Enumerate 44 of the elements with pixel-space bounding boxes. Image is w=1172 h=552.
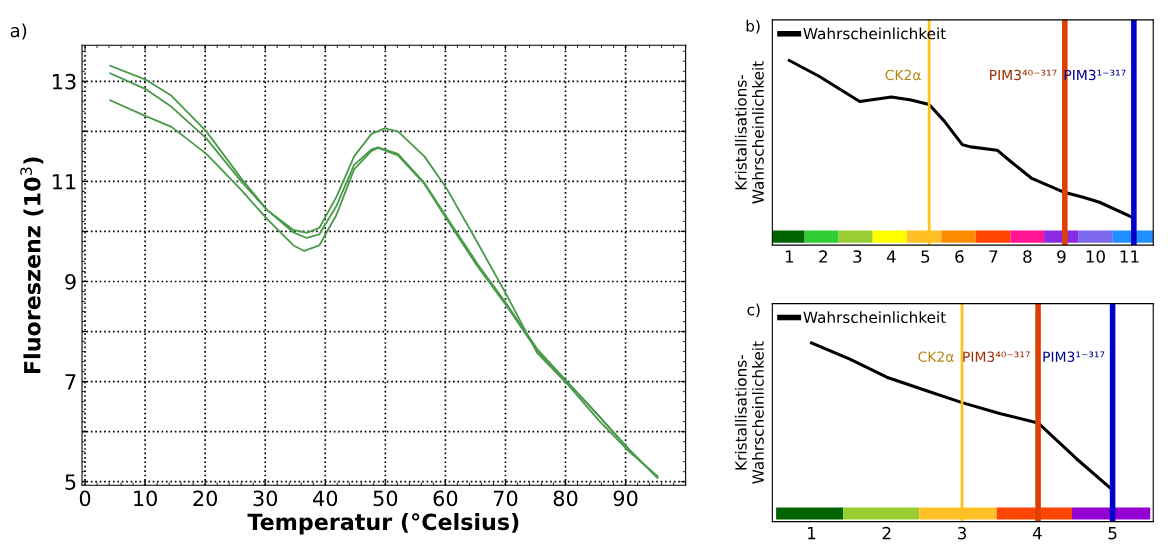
y-tick-label: 9	[65, 273, 76, 290]
x-tick-label: 7	[989, 250, 998, 263]
legend-label: Wahrscheinlichkeit	[803, 311, 946, 324]
x-tick-label: 4	[1032, 527, 1042, 540]
x-axis-title: Temperatur (°Celsius)	[247, 513, 519, 535]
x-tick-label: 1	[785, 250, 794, 263]
x-tick-label: 6	[955, 250, 964, 263]
x-tick-label: 70	[493, 490, 518, 507]
x-tick-label: 30	[253, 490, 278, 507]
x-tick-label: 10	[1086, 250, 1105, 263]
y-tick-label: 7	[65, 374, 76, 390]
x-tick-label: 3	[853, 250, 862, 263]
x-tick-label: 1	[808, 527, 816, 540]
x-tick-label: 20	[193, 490, 218, 507]
chart-title: c)	[747, 303, 760, 318]
x-tick-label: 40	[313, 490, 338, 507]
y-tick-label: 13	[52, 73, 76, 90]
chart-title: b)	[746, 19, 760, 34]
y-axis-title: Kristallisations- Wahrscheinlichkeit	[734, 341, 764, 484]
y-tick-label: 5	[65, 474, 76, 490]
x-tick-label: 50	[373, 490, 398, 507]
x-tick-label: 5	[921, 250, 930, 263]
x-tick-label: 0	[79, 490, 91, 507]
x-tick-label: 2	[882, 526, 891, 540]
y-tick-label: 11	[52, 174, 76, 190]
y-axis-title: Fluoreszenz (10$^{3}$)	[20, 157, 44, 374]
x-tick-label: 9	[1057, 250, 1066, 263]
x-tick-label: 60	[433, 490, 458, 507]
x-tick-label: 90	[613, 490, 638, 507]
y-axis-title: Kristallisations- Wahrscheinlichkeit	[734, 61, 764, 204]
chart-title: a)	[10, 23, 27, 40]
x-tick-label: 80	[553, 490, 578, 507]
ref-line-label: PIM3¹⁻³¹⁷	[1043, 351, 1105, 362]
x-tick-label: 8	[1023, 250, 1032, 263]
x-tick-label: 10	[134, 490, 157, 507]
ref-line-label: CK2α	[918, 351, 954, 362]
ref-line-label: CK2α	[885, 69, 921, 81]
ref-line-label: PIM3⁴⁰⁻³¹⁷	[963, 351, 1030, 362]
x-tick-label: 11	[1120, 250, 1139, 263]
x-tick-label: 5	[1108, 527, 1117, 540]
ref-line-label: PIM3⁴⁰⁻³¹⁷	[990, 69, 1057, 81]
x-tick-label: 3	[958, 526, 967, 540]
x-tick-label: 4	[886, 250, 896, 263]
x-tick-label: 2	[819, 250, 827, 263]
